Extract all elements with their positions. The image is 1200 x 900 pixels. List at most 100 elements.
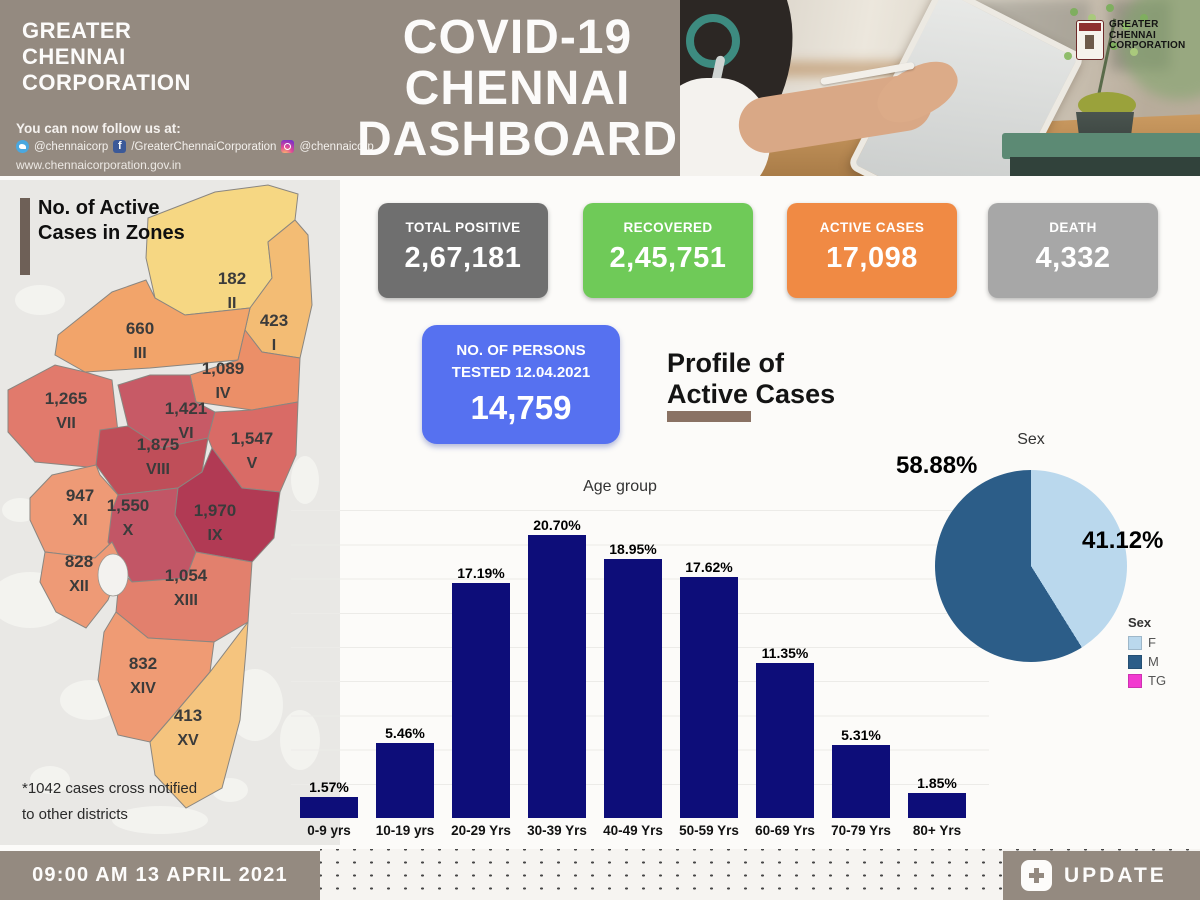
bar-column: 1.57%	[291, 778, 367, 818]
tested-label: NO. OF PERSONS TESTED 12.04.2021	[422, 340, 620, 384]
corporation-emblem-icon	[1076, 20, 1104, 60]
page-title: COVID-19 CHENNAI DASHBOARD	[355, 12, 680, 165]
facebook-icon[interactable]: f	[113, 140, 127, 153]
bar-value-label: 1.57%	[309, 778, 349, 795]
photo-book	[1002, 133, 1200, 159]
bar	[680, 577, 738, 818]
stat-card-recovered: RECOVERED 2,45,751	[583, 203, 753, 298]
sex-chart-title: Sex	[1017, 431, 1045, 448]
timestamp: 09:00 AM 13 APRIL 2021	[32, 864, 288, 886]
bar	[832, 745, 890, 818]
zone-numeral-label: VII	[56, 415, 76, 432]
sex-legend: Sex F M TG	[1128, 615, 1166, 690]
profile-heading-underline	[667, 411, 751, 422]
zone-IX	[174, 447, 281, 563]
stethoscope-icon	[686, 14, 740, 68]
zones-heading-accent-bar	[20, 198, 30, 275]
corporation-logo-text: GREATER CHENNAI CORPORATION	[1109, 19, 1186, 51]
facebook-handle[interactable]: /GreaterChennaiCorporation	[131, 140, 277, 153]
bar-category-label: 80+ Yrs	[912, 823, 962, 838]
zone-value-label: 423	[260, 311, 288, 330]
title-line-3: DASHBOARD	[357, 113, 678, 166]
map-background-patch	[15, 285, 65, 315]
zone-value-label: 828	[65, 552, 93, 571]
male-percentage-label: 58.88%	[896, 452, 978, 479]
stat-value: 2,67,181	[404, 242, 522, 274]
legend-swatch	[1128, 673, 1142, 688]
map-background-patch	[291, 456, 319, 504]
zone-numeral-label: VIII	[146, 461, 170, 478]
zones-map: 182 II 423 I 660 III 1,089 IV 1,265 VII 1,421 VI1,8…	[0, 184, 320, 834]
bar-column: 5.31%	[823, 727, 899, 818]
update-button-label: UPDATE	[1064, 863, 1167, 887]
map-background-patch	[30, 766, 70, 794]
stat-card-active-cases: ACTIVE CASES 17,098	[787, 203, 957, 298]
twitter-handle[interactable]: @chennaicorp	[34, 140, 109, 153]
bar-category-label: 70-79 Yrs	[831, 823, 891, 838]
plus-icon	[1021, 860, 1052, 891]
bar	[528, 534, 586, 818]
zone-value-label: 1,089	[202, 359, 245, 378]
legend-item: M	[1128, 652, 1166, 671]
photo-book	[1010, 157, 1200, 176]
zone-XV	[149, 620, 249, 809]
org-title: GREATER CHENNAI CORPORATION	[22, 18, 191, 95]
zone-numeral-label: XII	[69, 578, 89, 595]
bar-value-label: 17.19%	[457, 564, 505, 581]
instagram-handle[interactable]: @chennaicorp	[299, 140, 374, 153]
stat-label: DEATH	[1049, 220, 1097, 235]
instagram-icon[interactable]	[281, 140, 295, 153]
bar-category-label: 30-39 Yrs	[527, 823, 587, 838]
legend-label: TG	[1148, 673, 1167, 688]
tested-value: 14,759	[470, 388, 572, 426]
age-chart-categories: 0-9 yrs 10-19 yrs 20-29 Yrs 30-39 Yrs 40-49 …	[291, 823, 975, 838]
bar	[756, 662, 814, 818]
stat-label: ACTIVE CASES	[819, 220, 925, 235]
bar-category-label: 40-49 Yrs	[603, 823, 663, 838]
zone-numeral-label: XV	[177, 732, 199, 749]
bar	[376, 743, 434, 818]
bar-category-label: 10-19 yrs	[375, 823, 435, 838]
zone-numeral-label: II	[228, 295, 237, 312]
bar	[300, 796, 358, 818]
corporation-logo: GREATER CHENNAI CORPORATION	[1076, 19, 1200, 60]
stat-card-death: DEATH 4,332	[988, 203, 1158, 298]
legend-label: M	[1148, 654, 1159, 669]
zone-value-label: 182	[218, 269, 246, 288]
update-button[interactable]: UPDATE	[1003, 851, 1200, 900]
map-background-patch	[112, 806, 208, 834]
bar	[452, 582, 510, 818]
bar-column: 17.19%	[443, 565, 519, 818]
zone-value-label: 1,265	[45, 389, 88, 408]
bar-category-label: 0-9 yrs	[307, 823, 351, 838]
zone-value-label: 1,550	[107, 496, 150, 515]
sex-legend-title: Sex	[1128, 615, 1152, 630]
tested-label-line2: TESTED 12.04.2021	[451, 363, 591, 381]
title-line-1: COVID-19	[402, 11, 633, 64]
bar-column: 11.35%	[747, 645, 823, 818]
zone-numeral-label: IV	[215, 385, 230, 402]
stat-card-total-positive: TOTAL POSITIVE 2,67,181	[378, 203, 548, 298]
twitter-icon[interactable]	[16, 140, 29, 153]
zone-value-label: 1,421	[165, 399, 208, 418]
title-line-2: CHENNAI	[404, 62, 631, 115]
zone-numeral-label: XIII	[174, 592, 198, 609]
bar-category-label: 20-29 Yrs	[451, 823, 511, 838]
stat-value: 4,332	[1035, 242, 1111, 274]
bar-value-label: 5.31%	[841, 727, 881, 744]
zones-map-panel: 182 II 423 I 660 III 1,089 IV 1,265 VII 1,421 VI 1,8…	[0, 180, 340, 845]
profile-heading-line2: Active Cases	[667, 379, 836, 409]
zone-numeral-label: IX	[207, 527, 222, 544]
zone-value-label: 947	[66, 486, 94, 505]
zone-value-label: 1,875	[137, 435, 180, 454]
timestamp-bar: 09:00 AM 13 APRIL 2021	[0, 851, 320, 900]
profile-heading: Profile of Active Cases	[667, 348, 835, 410]
zone-numeral-label: XI	[72, 512, 87, 529]
zone-value-label: 660	[126, 319, 154, 338]
bar	[908, 792, 966, 818]
website-url[interactable]: www.chennaicorporation.gov.in	[16, 158, 182, 172]
bar-value-label: 20.70%	[533, 516, 581, 533]
social-links: @chennaicorp f /GreaterChennaiCorporatio…	[16, 140, 374, 153]
bar-category-label: 60-69 Yrs	[755, 823, 815, 838]
